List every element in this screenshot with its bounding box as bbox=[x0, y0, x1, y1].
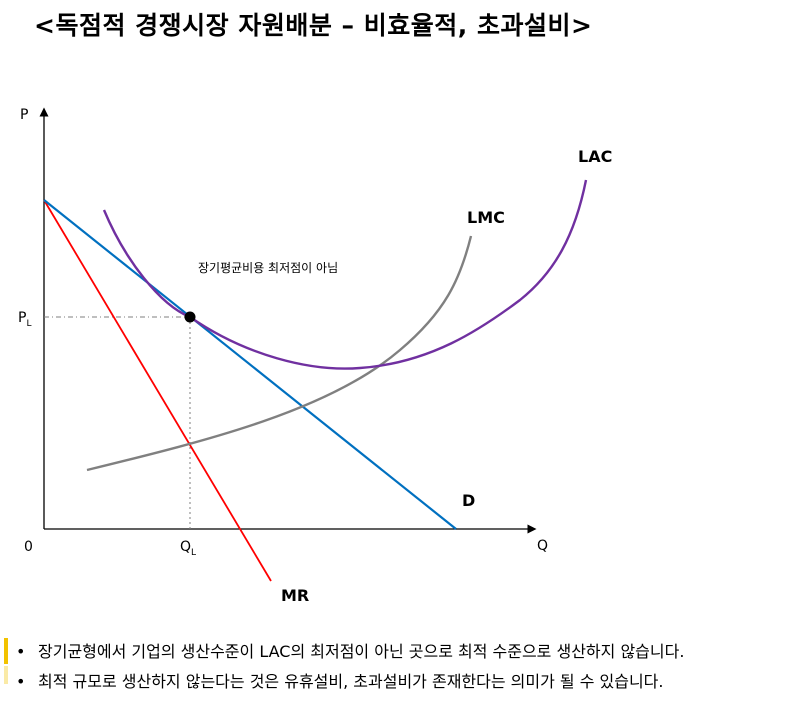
origin-label: 0 bbox=[24, 539, 33, 555]
page-title: <독점적 경쟁시장 자원배분 – 비효율적, 초과설비> bbox=[34, 11, 593, 40]
accent-bar bbox=[4, 638, 8, 664]
price-level-main: P bbox=[18, 310, 26, 326]
demand-label: D bbox=[462, 491, 475, 510]
lmc-label: LMC bbox=[467, 208, 505, 227]
quantity-level-main: Q bbox=[180, 539, 191, 555]
mr-curve bbox=[43, 199, 272, 582]
annotation-not-minimum: 장기평균비용 최저점이 아님 bbox=[198, 261, 338, 275]
economics-diagram: P Q 0 PL QL LAC LMC D MR 장기평균비용 최저점이 아님 bbox=[18, 107, 612, 605]
bullet-item: • 장기균형에서 기업의 생산수준이 LAC의 최저점이 아닌 곳으로 최적 수준… bbox=[16, 638, 684, 662]
quantity-level-sub: L bbox=[191, 548, 196, 558]
lac-label: LAC bbox=[578, 147, 612, 166]
mr-label: MR bbox=[281, 586, 309, 605]
bullet-symbol: • bbox=[16, 642, 26, 661]
bullet-symbol: • bbox=[16, 672, 26, 691]
bullet-text: 최적 규모로 생산하지 않는다는 것은 유휴설비, 초과설비가 존재한다는 의미… bbox=[38, 672, 664, 691]
x-axis-label: Q bbox=[537, 538, 548, 554]
demand-curve bbox=[43, 199, 457, 530]
quantity-level-label: QL bbox=[180, 539, 196, 558]
lmc-curve bbox=[86, 235, 473, 472]
price-level-sub: L bbox=[26, 319, 31, 329]
y-axis-label: P bbox=[20, 107, 28, 123]
bullet-item: • 최적 규모로 생산하지 않는다는 것은 유휴설비, 초과설비가 존재한다는 의… bbox=[16, 668, 663, 692]
price-level-label: PL bbox=[18, 310, 31, 329]
tangency-point bbox=[184, 311, 196, 323]
lac-curve bbox=[102, 179, 588, 370]
bullet-text: 장기균형에서 기업의 생산수준이 LAC의 최저점이 아닌 곳으로 최적 수준으… bbox=[38, 642, 685, 661]
accent-bar-fade bbox=[4, 666, 8, 684]
